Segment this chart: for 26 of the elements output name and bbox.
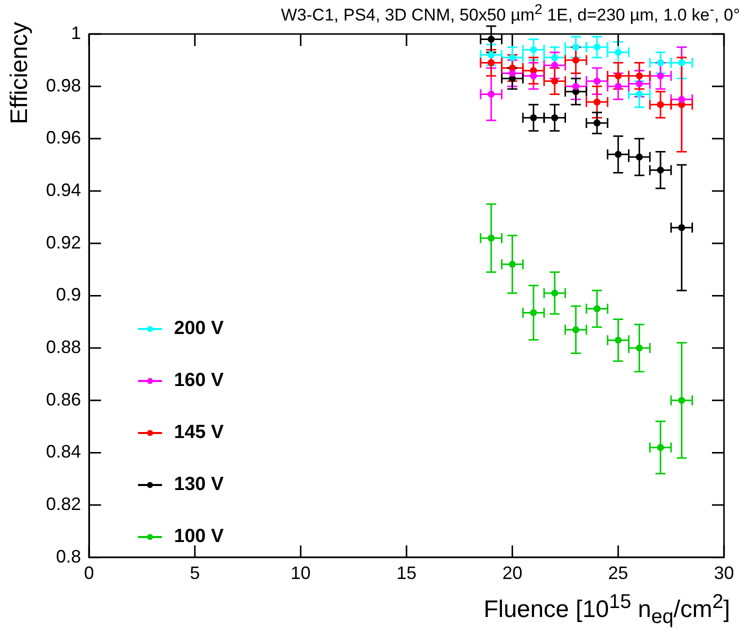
y-tick-label: 0.84 [46,442,82,462]
x-tick-label: 30 [714,563,734,584]
y-tick-label: 0.8 [56,546,82,566]
chart-title: W3-C1, PS4, 3D CNM, 50x50 µm$^{2}$ 1E, d=230 µm, 1.0 ke$^{-}$, 0° [281,2,740,26]
legend-label: 200 V [174,318,224,340]
y-tick-label: 0.98 [46,75,82,96]
x-axis-title: Fluence [10$^{15}$ n$_{eq}$/cm$^{2}$] [484,591,730,629]
y-tick-label: 0.94 [46,180,82,200]
x-tick-label: 15 [396,563,417,584]
x-tick-label: 25 [608,563,628,584]
legend-label: 100 V [174,526,224,548]
legend-label: 160 V [174,370,224,392]
y-tick-label: 0.88 [46,337,82,358]
x-tick-label: 5 [190,563,200,584]
y-tick-label: 0.96 [46,128,82,148]
legend-label: 130 V [174,474,224,496]
legend-label: 145 V [174,422,224,444]
x-tick-label: 20 [502,563,522,584]
y-tick-label: 0.82 [46,494,82,514]
x-tick-label: 0 [84,563,94,584]
y-tick-label: 0.92 [46,232,82,252]
y-axis-title: Efficiency [6,22,34,124]
y-tick-label: 0.86 [46,389,82,410]
y-tick-label: 1 [71,22,82,43]
y-tick-label: 0.9 [56,284,82,305]
x-tick-label: 10 [290,563,311,584]
